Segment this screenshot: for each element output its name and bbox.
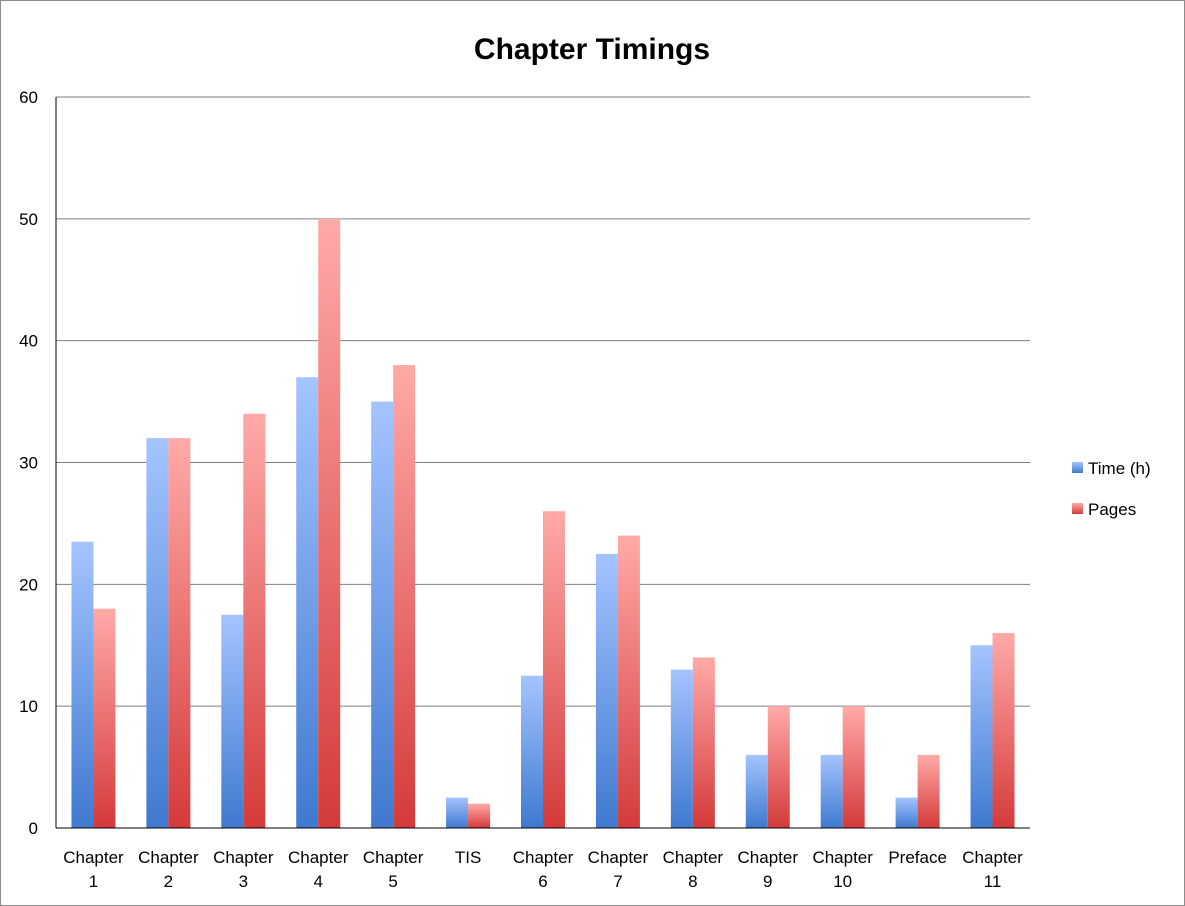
x-tick-label-3: Chapter 4 (288, 848, 349, 891)
bar-pages-11 (917, 754, 940, 828)
bar-pages-8 (692, 657, 715, 828)
bar-pages-6 (543, 511, 565, 828)
bar-pages-4 (393, 365, 416, 828)
bar-time-6 (521, 675, 543, 828)
legend-swatch-pages (1072, 503, 1083, 514)
x-tick-label-line: 6 (538, 872, 547, 891)
bar-pages-1 (168, 438, 191, 828)
bar-pages-9 (767, 706, 790, 828)
bar-time-0 (71, 541, 94, 828)
x-tick-label-11: Preface (888, 848, 947, 867)
x-tick-label-line: 8 (688, 872, 697, 891)
x-tick-label-line: 11 (984, 872, 1002, 891)
x-tick-label-line: Chapter (588, 848, 649, 867)
bar-time-10 (820, 754, 843, 828)
y-tick-label-40: 40 (19, 332, 38, 351)
bar-time-2 (221, 614, 244, 828)
x-tick-label-line: Chapter (63, 848, 124, 867)
x-tick-label-line: 9 (763, 872, 772, 891)
x-tick-label-line: 5 (388, 872, 397, 891)
x-tick-label-line: Chapter (962, 848, 1023, 867)
y-tick-label-50: 50 (19, 210, 38, 229)
legend-swatch-time (1072, 462, 1083, 473)
x-tick-label-line: Chapter (738, 848, 799, 867)
bar-time-8 (670, 669, 693, 828)
bar-time-9 (745, 754, 768, 828)
x-tick-label-10: Chapter 10 (812, 848, 873, 891)
x-tick-label-line: Preface (888, 848, 947, 867)
bar-pages-10 (842, 706, 865, 828)
x-tick-label-9: Chapter 9 (738, 848, 799, 891)
x-tick-label-1: Chapter 2 (138, 848, 199, 891)
bar-time-7 (595, 553, 618, 828)
y-tick-label-30: 30 (19, 454, 38, 473)
x-tick-label-12: Chapter 11 (962, 848, 1023, 891)
x-tick-label-line: 2 (164, 872, 173, 891)
x-tick-label-line: 1 (89, 872, 98, 891)
x-tick-label-line: 4 (313, 872, 322, 891)
chart-title: Chapter Timings (474, 33, 710, 66)
bar-time-4 (371, 401, 394, 828)
x-tick-label-line: Chapter (138, 848, 199, 867)
legend: Time (h) Pages (1072, 459, 1151, 519)
x-tick-label-8: Chapter 8 (663, 848, 724, 891)
y-tick-label-10: 10 (19, 697, 38, 716)
y-tick-label-20: 20 (19, 575, 38, 594)
legend-label-pages: Pages (1088, 500, 1136, 519)
bar-time-3 (296, 377, 319, 828)
x-tick-label-0: Chapter 1 (63, 848, 124, 891)
x-tick-label-line: TIS (455, 848, 481, 867)
x-axis: Chapter 1 Chapter 2 Chapter 3 Chapter 4 Chapter 5… (56, 827, 1030, 891)
x-tick-label-4: Chapter 5 (363, 848, 424, 891)
bar-time-11 (895, 797, 918, 828)
bar-pages-0 (93, 608, 116, 828)
bar-pages-5 (468, 803, 491, 828)
y-tick-label-0: 0 (29, 819, 38, 838)
y-axis: 0 10 20 30 40 50 60 (19, 88, 57, 838)
x-tick-label-line: Chapter (288, 848, 349, 867)
grid-lines (56, 96, 1030, 707)
x-tick-label-5: TIS (455, 848, 481, 867)
x-tick-label-line: Chapter (363, 848, 424, 867)
bar-time-12 (970, 645, 993, 828)
x-tick-label-line: Chapter (213, 848, 274, 867)
x-tick-label-2: Chapter 3 (213, 848, 274, 891)
x-tick-label-7: Chapter 7 (588, 848, 649, 891)
x-tick-label-line: 7 (613, 872, 622, 891)
x-tick-label-line: Chapter (513, 848, 574, 867)
bars (71, 218, 1015, 829)
bar-time-1 (146, 438, 169, 828)
bar-pages-7 (617, 535, 640, 828)
x-tick-label-line: 3 (239, 872, 248, 891)
bar-pages-2 (243, 413, 266, 828)
bar-pages-12 (992, 633, 1015, 828)
bar-time-5 (446, 797, 469, 828)
y-tick-label-60: 60 (19, 88, 38, 107)
x-tick-label-line: Chapter (812, 848, 873, 867)
x-tick-label-6: Chapter 6 (513, 848, 574, 891)
bar-pages-3 (318, 218, 341, 829)
x-tick-label-line: 10 (833, 872, 852, 891)
legend-label-time: Time (h) (1088, 459, 1151, 478)
x-tick-label-line: Chapter (663, 848, 724, 867)
